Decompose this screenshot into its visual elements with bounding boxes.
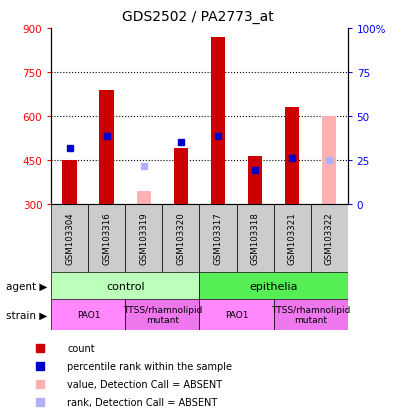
Bar: [126, 204, 162, 273]
Text: GSM103319: GSM103319: [139, 212, 149, 265]
Bar: [310, 204, 348, 273]
Text: GSM103320: GSM103320: [177, 212, 186, 265]
Text: agent ▶: agent ▶: [6, 281, 47, 291]
Bar: [199, 204, 237, 273]
Bar: [322, 116, 337, 204]
Bar: [51, 299, 126, 330]
Bar: [162, 204, 199, 273]
Bar: [211, 38, 226, 204]
Text: percentile rank within the sample: percentile rank within the sample: [67, 361, 232, 371]
Text: GSM103321: GSM103321: [288, 212, 297, 265]
Text: rank, Detection Call = ABSENT: rank, Detection Call = ABSENT: [67, 397, 217, 407]
Bar: [51, 204, 88, 273]
Bar: [100, 90, 114, 204]
Bar: [137, 191, 151, 204]
Text: epithelia: epithelia: [249, 281, 298, 291]
Text: TTSS/rhamnolipid
mutant: TTSS/rhamnolipid mutant: [271, 305, 350, 325]
Text: GSM103304: GSM103304: [65, 212, 74, 265]
Bar: [62, 161, 77, 204]
Text: GSM103322: GSM103322: [325, 212, 334, 265]
Text: PAO1: PAO1: [77, 311, 100, 319]
Bar: [173, 149, 188, 204]
Bar: [274, 299, 348, 330]
Bar: [88, 204, 126, 273]
Text: control: control: [106, 281, 145, 291]
Bar: [285, 108, 299, 204]
Text: TTSS/rhamnolipid
mutant: TTSS/rhamnolipid mutant: [123, 305, 202, 325]
Text: strain ▶: strain ▶: [6, 310, 47, 320]
Bar: [274, 204, 310, 273]
Text: value, Detection Call = ABSENT: value, Detection Call = ABSENT: [67, 379, 222, 389]
Bar: [199, 299, 274, 330]
Bar: [237, 204, 274, 273]
Text: count: count: [67, 343, 95, 353]
Text: GSM103318: GSM103318: [250, 212, 260, 265]
Text: GDS2502 / PA2773_at: GDS2502 / PA2773_at: [122, 10, 273, 24]
Bar: [248, 156, 262, 204]
Bar: [51, 273, 199, 299]
Text: GSM103316: GSM103316: [102, 212, 111, 265]
Text: PAO1: PAO1: [225, 311, 248, 319]
Bar: [126, 299, 199, 330]
Bar: [199, 273, 348, 299]
Text: GSM103317: GSM103317: [213, 212, 222, 265]
